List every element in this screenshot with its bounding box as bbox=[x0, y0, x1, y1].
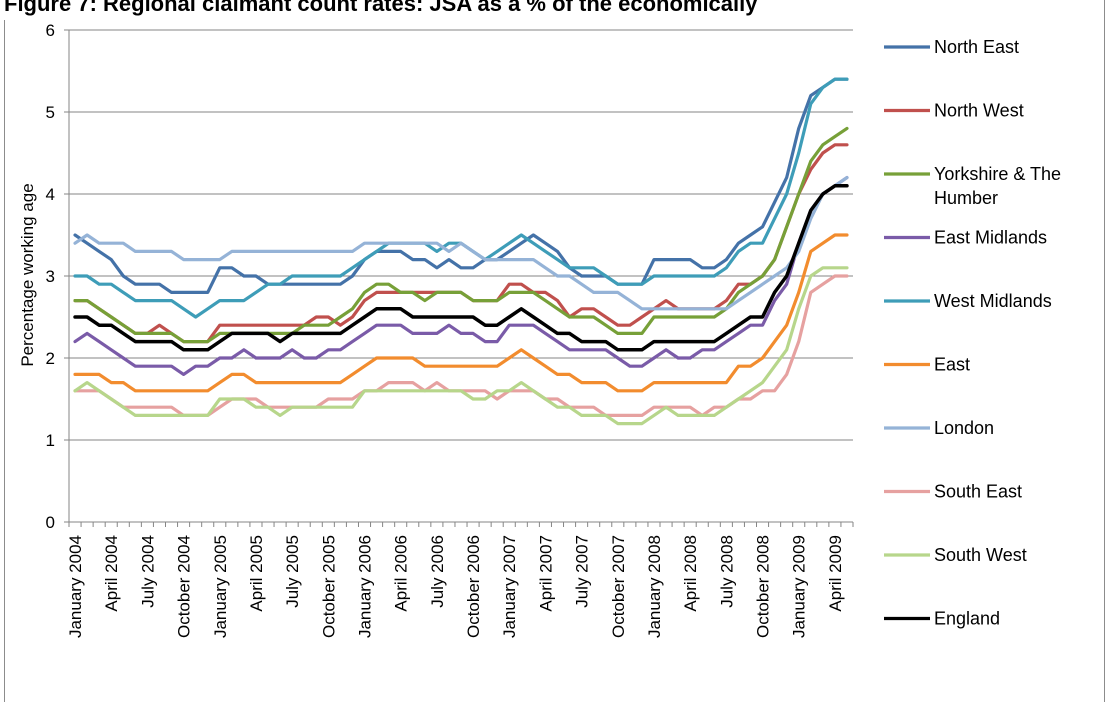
legend-label-east-midlands: East Midlands bbox=[934, 228, 1047, 248]
series-line-west-midlands bbox=[73, 77, 849, 319]
y-tick-label: 5 bbox=[46, 103, 55, 122]
x-tick-label: October 2005 bbox=[319, 535, 338, 638]
series-line-south-east bbox=[73, 274, 849, 417]
x-tick-label: July 2006 bbox=[428, 535, 447, 608]
legend-label-south-west: South West bbox=[934, 545, 1027, 565]
legend-label-north-west: North West bbox=[934, 101, 1024, 121]
frame-border-right bbox=[1104, 0, 1105, 702]
legend: North East North West Yorkshire & The Humbe… bbox=[884, 37, 1061, 629]
x-tick-label: January 2008 bbox=[645, 535, 664, 638]
y-axis-label: Percentage working age bbox=[18, 183, 37, 366]
x-tick-label: April 2005 bbox=[247, 535, 266, 612]
x-tick-label: January 2004 bbox=[66, 535, 85, 638]
series-line-yorkshire-the-humber bbox=[73, 126, 849, 344]
series-line-england bbox=[73, 184, 849, 352]
chart-title: Figure 7: Regional claimant count rates:… bbox=[4, 0, 758, 16]
y-tick-label: 0 bbox=[46, 513, 55, 532]
x-tick-label: July 2004 bbox=[138, 535, 157, 608]
x-tick-label: January 2009 bbox=[790, 535, 809, 638]
series-lines bbox=[73, 77, 849, 426]
legend-label-south-east: South East bbox=[934, 482, 1022, 502]
x-tick-label: October 2006 bbox=[464, 535, 483, 638]
y-tick-label: 2 bbox=[46, 349, 55, 368]
y-tick-label: 1 bbox=[46, 431, 55, 450]
y-tick-label: 3 bbox=[46, 267, 55, 286]
gridlines bbox=[69, 29, 853, 441]
legend-label-london: London bbox=[934, 418, 994, 438]
series-line-north-east bbox=[73, 77, 849, 294]
x-tick-label: January 2006 bbox=[356, 535, 375, 638]
x-tick-label: April 2004 bbox=[102, 535, 121, 612]
x-tick-label: July 2008 bbox=[717, 535, 736, 608]
x-tick-label: October 2007 bbox=[609, 535, 628, 638]
legend-label-yorkshire-the-humber: Yorkshire & The Humber bbox=[934, 164, 1061, 208]
x-tick-label: July 2005 bbox=[283, 535, 302, 608]
x-tick-label: October 2004 bbox=[175, 535, 194, 638]
y-tick-label: 6 bbox=[46, 21, 55, 40]
series-line-east-midlands bbox=[73, 176, 849, 376]
series-line-london bbox=[73, 176, 849, 311]
x-tick-label: January 2007 bbox=[500, 535, 519, 638]
x-tick-label: April 2008 bbox=[681, 535, 700, 612]
series-line-east bbox=[73, 233, 849, 393]
x-tick-label: October 2008 bbox=[754, 535, 773, 638]
x-tick-label: April 2009 bbox=[826, 535, 845, 612]
y-tick-label: 4 bbox=[46, 185, 55, 204]
x-tick-label: January 2005 bbox=[211, 535, 230, 638]
axes: 0 1 2 3 4 5 6 January 2004 April 2004 July 2004 Oc… bbox=[46, 21, 854, 638]
frame-border-left bbox=[4, 20, 5, 702]
x-tick-label: April 2007 bbox=[536, 535, 555, 612]
legend-label-england: England bbox=[934, 609, 1000, 629]
x-tick-label: April 2006 bbox=[392, 535, 411, 612]
legend-label-west-midlands: West Midlands bbox=[934, 291, 1052, 311]
x-tick-label: July 2007 bbox=[573, 535, 592, 608]
series-line-south-west bbox=[73, 266, 849, 426]
legend-label-north-east: North East bbox=[934, 37, 1019, 57]
legend-label-east: East bbox=[934, 355, 970, 375]
